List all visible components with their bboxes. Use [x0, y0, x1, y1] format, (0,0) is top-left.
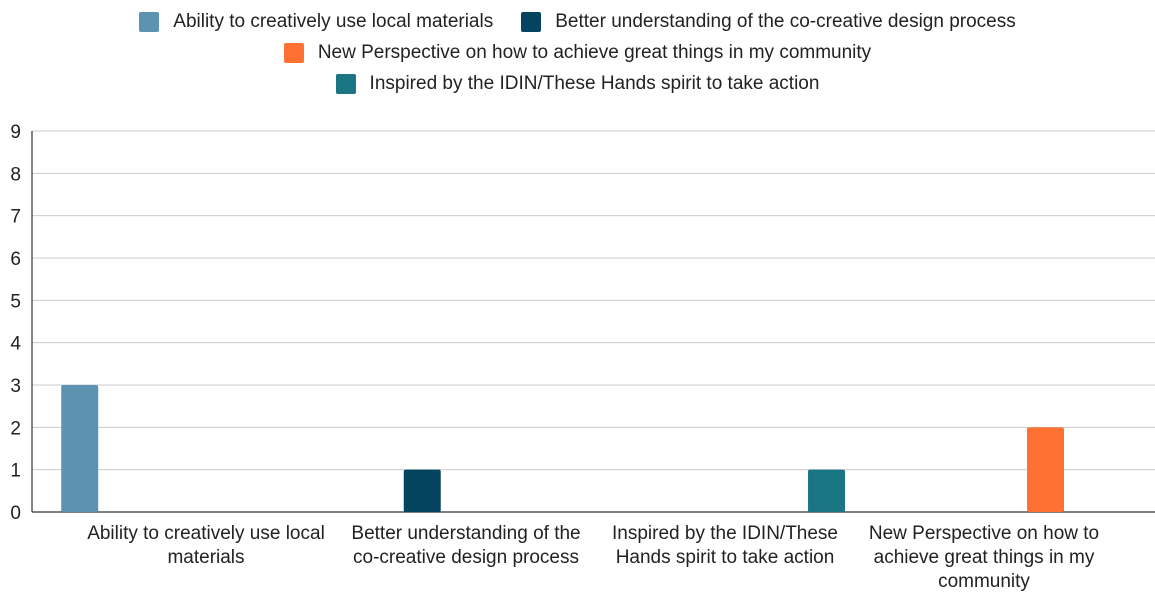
legend-item-understanding[interactable]: Better understanding of the co-creative … [521, 11, 1016, 33]
chart-legend: Ability to creatively use local material… [0, 6, 1155, 99]
x-tick-label-inspired: Inspired by the IDIN/These Hands spirit … [612, 523, 838, 568]
y-tick-label-3: 3 [10, 376, 21, 397]
y-tick-label-6: 6 [10, 249, 21, 270]
legend-swatch-ability [139, 11, 160, 32]
legend-swatch-perspective [283, 42, 304, 63]
y-tick-label-0: 0 [10, 503, 21, 524]
bar-series-0-cat-0 [61, 385, 99, 512]
legend-item-inspired[interactable]: Inspired by the IDIN/These Hands spirit … [335, 72, 820, 95]
y-tick-label-4: 4 [10, 334, 21, 355]
bar-series-1-cat-1 [403, 469, 441, 512]
bar-series-3-cat-2 [808, 469, 846, 512]
legend-swatch-inspired [335, 73, 356, 94]
legend-label-understanding: Better understanding of the co-creative … [555, 10, 1016, 32]
legend-label-perspective: New Perspective on how to achieve great … [317, 41, 872, 63]
legend-row-2: New Perspective on how to achieve great … [0, 37, 1155, 68]
y-tick-label-5: 5 [10, 291, 21, 312]
x-tick-label-understanding: Better understanding of the co-creative … [351, 523, 581, 568]
legend-item-perspective[interactable]: New Perspective on how to achieve great … [283, 41, 872, 64]
legend-swatch-understanding [521, 11, 542, 32]
legend-label-inspired: Inspired by the IDIN/These Hands spirit … [369, 72, 820, 94]
y-tick-label-8: 8 [10, 164, 21, 185]
legend-row-1: Ability to creatively use local material… [0, 6, 1155, 37]
y-tick-label-2: 2 [10, 418, 21, 439]
legend-label-ability: Ability to creatively use local material… [173, 10, 494, 32]
y-tick-label-1: 1 [10, 461, 21, 482]
legend-item-ability[interactable]: Ability to creatively use local material… [139, 11, 493, 33]
y-tick-label-9: 9 [10, 122, 21, 143]
y-tick-label-7: 7 [10, 207, 21, 228]
legend-row-3: Inspired by the IDIN/These Hands spirit … [0, 68, 1155, 99]
x-tick-label-ability: Ability to creatively use local material… [87, 523, 325, 568]
x-tick-label-perspective: New Perspective on how to achieve great … [868, 523, 1100, 592]
bar-series-2-cat-3 [1027, 427, 1065, 512]
